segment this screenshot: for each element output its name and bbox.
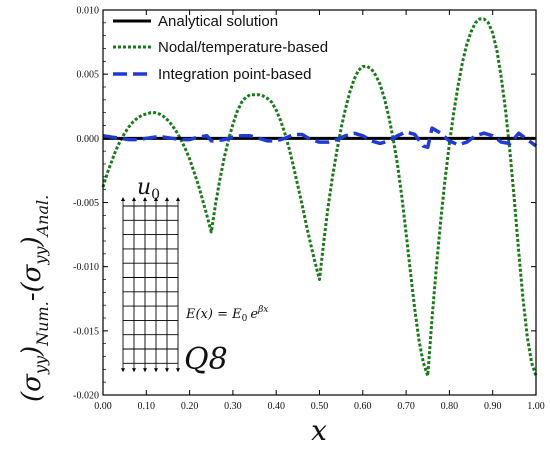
x-tick-label: 0.00 — [94, 401, 112, 412]
mesh-inset: u0 Q8 E(x) = E0 eβx — [121, 175, 268, 377]
top-arrow-head — [176, 197, 180, 201]
x-tick-label: 0.40 — [267, 401, 285, 412]
ylabel-close-2: ) — [17, 236, 47, 247]
legend-label-nodal: Nodal/temperature-based — [158, 39, 328, 56]
y-tick-label: 0.010 — [77, 6, 100, 17]
series-line-integration — [102, 126, 538, 150]
bottom-arrow-head — [143, 368, 147, 373]
bottom-arrow-head — [132, 368, 136, 373]
legend-label-analytical: Analytical solution — [158, 13, 278, 30]
x-tick-label: 1.00 — [527, 401, 545, 412]
legend-label-integration: Integration point-based — [158, 66, 311, 83]
ylabel-sub-2: Num. — [33, 301, 52, 347]
legend: Analytical solution Nodal/temperature-ba… — [113, 13, 328, 83]
element-label: Q8 — [184, 342, 228, 377]
ylabel-close-1: ) — [17, 346, 47, 357]
plot-background — [103, 10, 536, 395]
top-arrow-head — [143, 197, 147, 201]
bottom-arrow-head — [154, 368, 158, 373]
x-tick-label: 0.10 — [138, 401, 156, 412]
y-tick-label: -0.015 — [73, 326, 99, 337]
series-layer — [101, 17, 538, 378]
mesh-grid — [122, 205, 179, 364]
bottom-arrow-head — [121, 368, 125, 373]
ylabel-mid: -(σ — [17, 263, 47, 301]
series-line-nodal — [101, 17, 538, 378]
x-tick-label: 0.90 — [484, 401, 502, 412]
ylabel-sub-1: yy — [31, 355, 50, 375]
bottom-arrow-head — [165, 368, 169, 373]
ylabel-sub-4: Anal. — [33, 195, 52, 239]
y-tick-label: -0.020 — [73, 391, 99, 402]
x-tick-label: 0.20 — [181, 401, 199, 412]
y-tick-label: -0.005 — [73, 198, 99, 209]
modulus-equation: E(x) = E0 eβx — [185, 305, 268, 324]
x-tick-label: 0.80 — [441, 401, 459, 412]
mesh-arrows — [121, 197, 180, 373]
x-tick-label: 0.70 — [397, 401, 415, 412]
load-label: u0 — [137, 175, 160, 203]
ticks-layer: 0.00 0.10 0.20 0.30 0.40 0.50 0.60 0.70 0.80 0.90… — [73, 6, 545, 413]
y-axis-title: (σyy)Num.-(σyy)Anal. — [17, 195, 52, 402]
y-tick-label: 0.000 — [77, 134, 100, 145]
x-tick-label: 0.30 — [224, 401, 242, 412]
svg-text:(σyy)Num.-(σyy)Anal.: (σyy)Num.-(σyy)Anal. — [17, 195, 52, 402]
y-tick-label: -0.010 — [73, 262, 99, 273]
y-tick-label: 0.005 — [77, 70, 100, 81]
bottom-arrow-head — [176, 368, 180, 373]
top-arrow-head — [165, 197, 169, 201]
ylabel-part-1: (σ — [17, 373, 47, 402]
top-arrow-head — [132, 197, 136, 201]
x-axis-title: x — [311, 414, 327, 447]
top-arrow-head — [154, 197, 158, 201]
x-tick-label: 0.60 — [354, 401, 372, 412]
x-tick-label: 0.50 — [311, 401, 329, 412]
top-arrow-head — [121, 197, 125, 201]
ylabel-sub-3: yy — [31, 246, 50, 266]
